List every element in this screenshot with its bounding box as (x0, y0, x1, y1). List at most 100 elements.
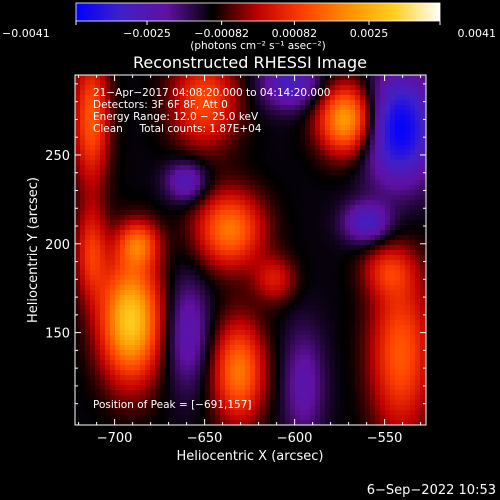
heatmap-cell (420, 360, 426, 366)
heatmap-cell (265, 80, 271, 86)
heatmap-cell (135, 340, 141, 346)
heatmap-cell (385, 230, 391, 236)
heatmap-cell (410, 240, 416, 246)
heatmap-cell (200, 300, 206, 306)
heatmap-cell (305, 215, 311, 221)
heatmap-cell (335, 240, 341, 246)
heatmap-cell (290, 275, 296, 281)
heatmap-cell (80, 200, 86, 206)
heatmap-cell (105, 230, 111, 236)
heatmap-cell (245, 255, 251, 261)
heatmap-cell (75, 210, 81, 216)
heatmap-cell (250, 315, 256, 321)
heatmap-cell (330, 310, 336, 316)
heatmap-cell (95, 310, 101, 316)
heatmap-cell (330, 170, 336, 176)
heatmap-cell (95, 395, 101, 401)
heatmap-cell (120, 275, 126, 281)
heatmap-cell (175, 390, 181, 396)
heatmap-cell (270, 130, 276, 136)
heatmap-cell (75, 195, 81, 201)
heatmap-cell (210, 215, 216, 221)
heatmap-cell (375, 350, 381, 356)
heatmap-cell (255, 280, 261, 286)
heatmap-cell (120, 280, 126, 286)
heatmap-cell (320, 375, 326, 381)
heatmap-cell (120, 385, 126, 391)
heatmap-cell (415, 315, 421, 321)
heatmap-cell (420, 395, 426, 401)
heatmap-cell (195, 295, 201, 301)
heatmap-cell (210, 310, 216, 316)
heatmap-cell (270, 310, 276, 316)
heatmap-cell (220, 110, 226, 116)
heatmap-cell (75, 125, 81, 131)
heatmap-cell (135, 80, 141, 86)
heatmap-cell (205, 100, 211, 106)
heatmap-cell (75, 335, 81, 341)
heatmap-cell (420, 315, 426, 321)
heatmap-cell (375, 125, 381, 131)
heatmap-cell (135, 125, 141, 131)
heatmap-cell (175, 225, 181, 231)
heatmap-cell (115, 330, 121, 336)
heatmap-cell (410, 415, 416, 421)
heatmap-cell (150, 225, 156, 231)
heatmap-cell (150, 245, 156, 251)
heatmap-cell (215, 305, 221, 311)
heatmap-cell (85, 190, 91, 196)
heatmap-cell (255, 345, 261, 351)
heatmap-cell (170, 220, 176, 226)
heatmap-cell (250, 250, 256, 256)
heatmap-cell (125, 90, 131, 96)
heatmap-cell (395, 340, 401, 346)
heatmap-cell (275, 315, 281, 321)
heatmap-cell (380, 380, 386, 386)
heatmap-cell (335, 220, 341, 226)
heatmap-cell (360, 310, 366, 316)
heatmap-cell (125, 110, 131, 116)
heatmap-cell (260, 180, 266, 186)
heatmap-cell (195, 215, 201, 221)
heatmap-cell (180, 355, 186, 361)
heatmap-cell (325, 400, 331, 406)
heatmap-cell (410, 190, 416, 196)
heatmap-cell (220, 405, 226, 411)
heatmap-cell (375, 385, 381, 391)
heatmap-cell (305, 170, 311, 176)
heatmap-cell (325, 225, 331, 231)
heatmap-cell (180, 375, 186, 381)
heatmap-cell (220, 155, 226, 161)
heatmap-cell (265, 170, 271, 176)
heatmap-cell (405, 330, 411, 336)
heatmap-cell (405, 75, 411, 81)
heatmap-cell (390, 415, 396, 421)
heatmap-cell (390, 150, 396, 156)
heatmap-cell (335, 110, 341, 116)
heatmap-cell (210, 145, 216, 151)
heatmap-cell (310, 355, 316, 361)
heatmap-cell (375, 325, 381, 331)
heatmap-cell (140, 100, 146, 106)
heatmap-cell (395, 375, 401, 381)
heatmap-cell (85, 150, 91, 156)
heatmap-cell (360, 110, 366, 116)
heatmap-cell (290, 260, 296, 266)
heatmap-cell (335, 310, 341, 316)
heatmap-cell (105, 415, 111, 421)
heatmap-cell (80, 115, 86, 121)
heatmap-cell (85, 345, 91, 351)
heatmap-cell (370, 85, 376, 91)
heatmap-cell (415, 110, 421, 116)
heatmap-cell (235, 210, 241, 216)
heatmap-cell (270, 95, 276, 101)
heatmap-cell (215, 75, 221, 81)
heatmap-cell (240, 145, 246, 151)
heatmap-cell (135, 225, 141, 231)
heatmap-cell (110, 80, 116, 86)
heatmap-cell (420, 365, 426, 371)
heatmap-cell (95, 205, 101, 211)
heatmap-cell (265, 270, 271, 276)
heatmap-cell (180, 295, 186, 301)
heatmap-cell (220, 175, 226, 181)
